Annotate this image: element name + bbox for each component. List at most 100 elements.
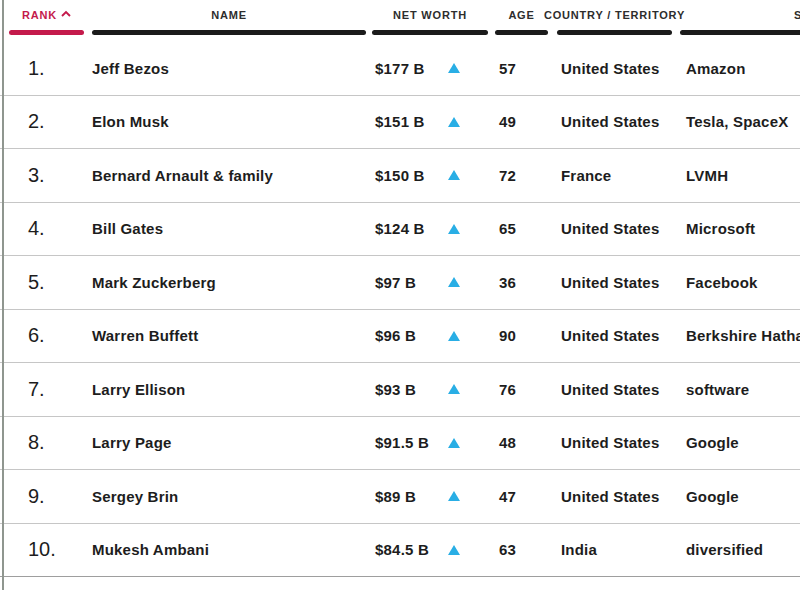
age-cell: 76	[495, 381, 548, 398]
table-row[interactable]: 9. Sergey Brin $89 B 47 United States Go…	[0, 470, 800, 524]
rank-cell: 2.	[9, 110, 84, 133]
left-border-line	[2, 0, 4, 590]
rank-cell: 4.	[9, 217, 84, 240]
table-row[interactable]: 3. Bernard Arnault & family $150 B 72 Fr…	[0, 149, 800, 203]
networth-cell: $96 B	[372, 327, 488, 344]
header-underline-rank	[9, 30, 84, 35]
rank-cell: 5.	[9, 271, 84, 294]
rank-cell: 9.	[9, 485, 84, 508]
source-cell: Tesla, SpaceX	[680, 113, 800, 130]
name-cell: Warren Buffett	[92, 327, 366, 344]
networth-value: $177 B	[375, 60, 425, 77]
column-header-networth[interactable]: NET WORTH	[372, 0, 488, 42]
age-cell: 72	[495, 167, 548, 184]
name-cell: Mark Zuckerberg	[92, 274, 366, 291]
networth-value: $124 B	[375, 220, 425, 237]
header-underline-networth	[372, 30, 488, 35]
column-header-rank[interactable]: RANK	[9, 0, 84, 42]
networth-cell: $89 B	[372, 488, 488, 505]
networth-change-up-icon	[448, 117, 460, 127]
networth-change-up-icon	[448, 63, 460, 73]
networth-value: $151 B	[375, 113, 425, 130]
networth-change-up-icon	[448, 331, 460, 341]
table-row[interactable]: 5. Mark Zuckerberg $97 B 36 United State…	[0, 256, 800, 310]
country-cell: United States	[557, 60, 672, 77]
rank-cell: 1.	[9, 57, 84, 80]
name-cell: Larry Ellison	[92, 381, 366, 398]
table-row[interactable]: 2. Elon Musk $151 B 49 United States Tes…	[0, 96, 800, 150]
rank-cell: 3.	[9, 164, 84, 187]
networth-value: $89 B	[375, 488, 416, 505]
networth-change-up-icon	[448, 384, 460, 394]
table-row[interactable]: 7. Larry Ellison $93 B 76 United States …	[0, 363, 800, 417]
networth-cell: $124 B	[372, 220, 488, 237]
name-cell: Jeff Bezos	[92, 60, 366, 77]
age-cell: 48	[495, 434, 548, 451]
source-cell: software	[680, 381, 800, 398]
table-body: 1. Jeff Bezos $177 B 57 United States Am…	[0, 42, 800, 577]
age-cell: 65	[495, 220, 548, 237]
name-cell: Bill Gates	[92, 220, 366, 237]
column-header-age-label: AGE	[495, 0, 548, 30]
column-header-rank-label: RANK	[22, 9, 57, 21]
country-cell: United States	[557, 274, 672, 291]
age-cell: 36	[495, 274, 548, 291]
networth-cell: $151 B	[372, 113, 488, 130]
header-underline-country	[557, 30, 672, 35]
source-cell: Facebook	[680, 274, 800, 291]
networth-value: $91.5 B	[375, 434, 429, 451]
country-cell: United States	[557, 488, 672, 505]
name-cell: Elon Musk	[92, 113, 366, 130]
sort-ascending-icon	[61, 10, 71, 18]
column-header-country-label: COUNTRY / TERRITORY	[557, 0, 672, 30]
column-header-source[interactable]: SOURCE	[680, 0, 800, 42]
table-row[interactable]: 6. Warren Buffett $96 B 90 United States…	[0, 310, 800, 364]
name-cell: Sergey Brin	[92, 488, 366, 505]
column-header-name[interactable]: NAME	[92, 0, 366, 42]
networth-cell: $91.5 B	[372, 434, 488, 451]
name-cell: Mukesh Ambani	[92, 541, 366, 558]
table-row[interactable]: 1. Jeff Bezos $177 B 57 United States Am…	[0, 42, 800, 96]
source-cell: LVMH	[680, 167, 800, 184]
networth-cell: $84.5 B	[372, 541, 488, 558]
networth-change-up-icon	[448, 438, 460, 448]
table-row[interactable]: 10. Mukesh Ambani $84.5 B 63 India diver…	[0, 524, 800, 578]
country-cell: United States	[557, 327, 672, 344]
networth-value: $150 B	[375, 167, 425, 184]
networth-change-up-icon	[448, 277, 460, 287]
country-cell: United States	[557, 434, 672, 451]
rank-cell: 7.	[9, 378, 84, 401]
billionaires-table-page: RANK NAME NET WORTH AGE COUNTRY / TERRIT…	[0, 0, 800, 590]
column-header-networth-label: NET WORTH	[372, 0, 488, 30]
source-cell: Google	[680, 434, 800, 451]
networth-change-up-icon	[448, 545, 460, 555]
networth-cell: $97 B	[372, 274, 488, 291]
name-cell: Bernard Arnault & family	[92, 167, 366, 184]
age-cell: 57	[495, 60, 548, 77]
networth-cell: $93 B	[372, 381, 488, 398]
country-cell: United States	[557, 220, 672, 237]
networth-change-up-icon	[448, 224, 460, 234]
age-cell: 47	[495, 488, 548, 505]
source-cell: Microsoft	[680, 220, 800, 237]
column-header-source-label: SOURCE	[680, 0, 800, 30]
networth-cell: $177 B	[372, 60, 488, 77]
table-row[interactable]: 8. Larry Page $91.5 B 48 United States G…	[0, 417, 800, 471]
networth-value: $97 B	[375, 274, 416, 291]
country-cell: United States	[557, 113, 672, 130]
header-underline-age	[495, 30, 548, 35]
age-cell: 90	[495, 327, 548, 344]
source-cell: Berkshire Hathaway	[680, 327, 800, 344]
header-underline-source	[680, 30, 800, 35]
rank-cell: 10.	[9, 538, 84, 561]
networth-change-up-icon	[448, 491, 460, 501]
networth-value: $84.5 B	[375, 541, 429, 558]
rank-cell: 8.	[9, 431, 84, 454]
networth-value: $96 B	[375, 327, 416, 344]
table-row[interactable]: 4. Bill Gates $124 B 65 United States Mi…	[0, 203, 800, 257]
column-header-country[interactable]: COUNTRY / TERRITORY	[557, 0, 672, 42]
source-cell: Amazon	[680, 60, 800, 77]
source-cell: diversified	[680, 541, 800, 558]
column-header-age[interactable]: AGE	[495, 0, 548, 42]
networth-change-up-icon	[448, 170, 460, 180]
